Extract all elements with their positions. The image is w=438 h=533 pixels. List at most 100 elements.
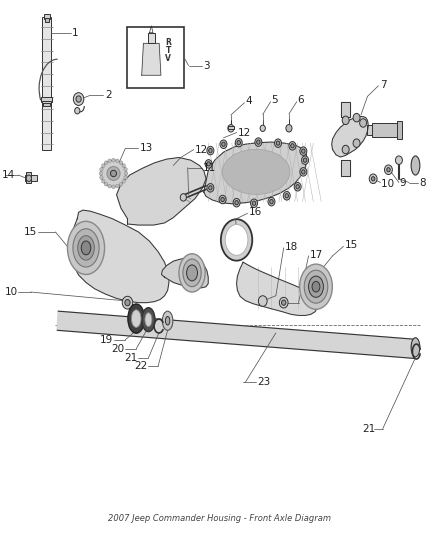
Circle shape bbox=[275, 139, 282, 148]
Text: 12: 12 bbox=[237, 127, 251, 138]
Ellipse shape bbox=[104, 182, 108, 186]
Circle shape bbox=[208, 149, 212, 153]
Text: 5: 5 bbox=[272, 94, 278, 104]
Ellipse shape bbox=[110, 170, 117, 176]
Ellipse shape bbox=[166, 317, 170, 325]
Circle shape bbox=[283, 191, 290, 200]
Text: 14: 14 bbox=[2, 170, 15, 180]
Ellipse shape bbox=[99, 172, 102, 175]
Circle shape bbox=[304, 158, 307, 163]
Text: R
T
V: R T V bbox=[166, 38, 171, 63]
Ellipse shape bbox=[119, 182, 123, 186]
Ellipse shape bbox=[73, 229, 99, 267]
Text: 15: 15 bbox=[345, 240, 358, 250]
Bar bbox=[372, 123, 398, 137]
Ellipse shape bbox=[312, 281, 320, 292]
Text: 6: 6 bbox=[298, 94, 304, 104]
Ellipse shape bbox=[100, 176, 103, 180]
Text: 3: 3 bbox=[203, 61, 210, 70]
Ellipse shape bbox=[100, 167, 103, 171]
Circle shape bbox=[74, 108, 80, 114]
Ellipse shape bbox=[81, 241, 91, 255]
Circle shape bbox=[125, 300, 130, 306]
Text: 17: 17 bbox=[310, 250, 323, 260]
Ellipse shape bbox=[112, 185, 115, 189]
Polygon shape bbox=[162, 258, 208, 288]
Circle shape bbox=[235, 200, 238, 205]
Text: 10: 10 bbox=[381, 179, 398, 189]
Ellipse shape bbox=[124, 167, 127, 171]
Circle shape bbox=[300, 147, 307, 156]
Text: 15: 15 bbox=[24, 227, 37, 237]
Circle shape bbox=[73, 93, 84, 106]
Ellipse shape bbox=[142, 308, 155, 332]
Circle shape bbox=[286, 125, 292, 132]
Ellipse shape bbox=[304, 270, 328, 303]
Circle shape bbox=[282, 300, 286, 305]
Ellipse shape bbox=[102, 180, 105, 183]
Bar bbox=[45, 18, 49, 22]
Ellipse shape bbox=[124, 172, 128, 175]
Circle shape bbox=[208, 185, 212, 190]
Circle shape bbox=[207, 183, 214, 192]
Bar bbox=[127, 27, 184, 88]
Circle shape bbox=[342, 146, 349, 154]
Circle shape bbox=[279, 297, 288, 308]
Circle shape bbox=[237, 141, 240, 145]
Text: 1: 1 bbox=[72, 28, 79, 38]
Circle shape bbox=[258, 296, 267, 306]
Circle shape bbox=[205, 160, 212, 168]
Text: 21: 21 bbox=[362, 424, 375, 434]
Polygon shape bbox=[71, 210, 169, 303]
Ellipse shape bbox=[102, 164, 105, 167]
Circle shape bbox=[276, 141, 280, 146]
Circle shape bbox=[252, 201, 256, 205]
Text: 19: 19 bbox=[100, 335, 113, 345]
Circle shape bbox=[300, 167, 307, 176]
Circle shape bbox=[221, 197, 224, 201]
Circle shape bbox=[257, 140, 260, 144]
Circle shape bbox=[294, 182, 301, 191]
Ellipse shape bbox=[128, 304, 145, 333]
Ellipse shape bbox=[223, 149, 290, 195]
Bar bbox=[148, 33, 155, 43]
Circle shape bbox=[233, 198, 240, 207]
Circle shape bbox=[207, 147, 214, 155]
Text: 16: 16 bbox=[249, 207, 262, 217]
Ellipse shape bbox=[116, 184, 119, 188]
Circle shape bbox=[251, 199, 258, 207]
Ellipse shape bbox=[162, 311, 173, 330]
Text: 22: 22 bbox=[134, 361, 148, 372]
Bar bbox=[42, 17, 51, 150]
Ellipse shape bbox=[187, 265, 198, 281]
Circle shape bbox=[360, 119, 367, 127]
Ellipse shape bbox=[309, 276, 323, 297]
Circle shape bbox=[387, 167, 390, 172]
Text: 7: 7 bbox=[380, 80, 386, 90]
Polygon shape bbox=[57, 311, 416, 359]
Circle shape bbox=[76, 96, 81, 102]
Ellipse shape bbox=[122, 180, 126, 183]
Circle shape bbox=[289, 142, 296, 150]
Circle shape bbox=[122, 296, 133, 309]
Circle shape bbox=[371, 176, 375, 181]
Text: 21: 21 bbox=[124, 353, 138, 363]
Circle shape bbox=[302, 156, 309, 165]
Text: 8: 8 bbox=[419, 177, 426, 188]
Text: 18: 18 bbox=[285, 242, 298, 252]
Circle shape bbox=[296, 184, 300, 189]
Polygon shape bbox=[142, 43, 161, 75]
Ellipse shape bbox=[300, 264, 332, 309]
Polygon shape bbox=[332, 117, 368, 157]
Bar bbox=[43, 101, 50, 106]
Bar bbox=[228, 126, 234, 130]
Ellipse shape bbox=[221, 219, 252, 261]
Circle shape bbox=[26, 175, 32, 181]
Ellipse shape bbox=[183, 259, 201, 287]
Ellipse shape bbox=[107, 166, 120, 180]
Bar bbox=[397, 121, 402, 139]
Circle shape bbox=[270, 199, 273, 204]
Ellipse shape bbox=[122, 164, 126, 167]
Bar bbox=[41, 98, 53, 102]
Text: 13: 13 bbox=[140, 143, 153, 154]
